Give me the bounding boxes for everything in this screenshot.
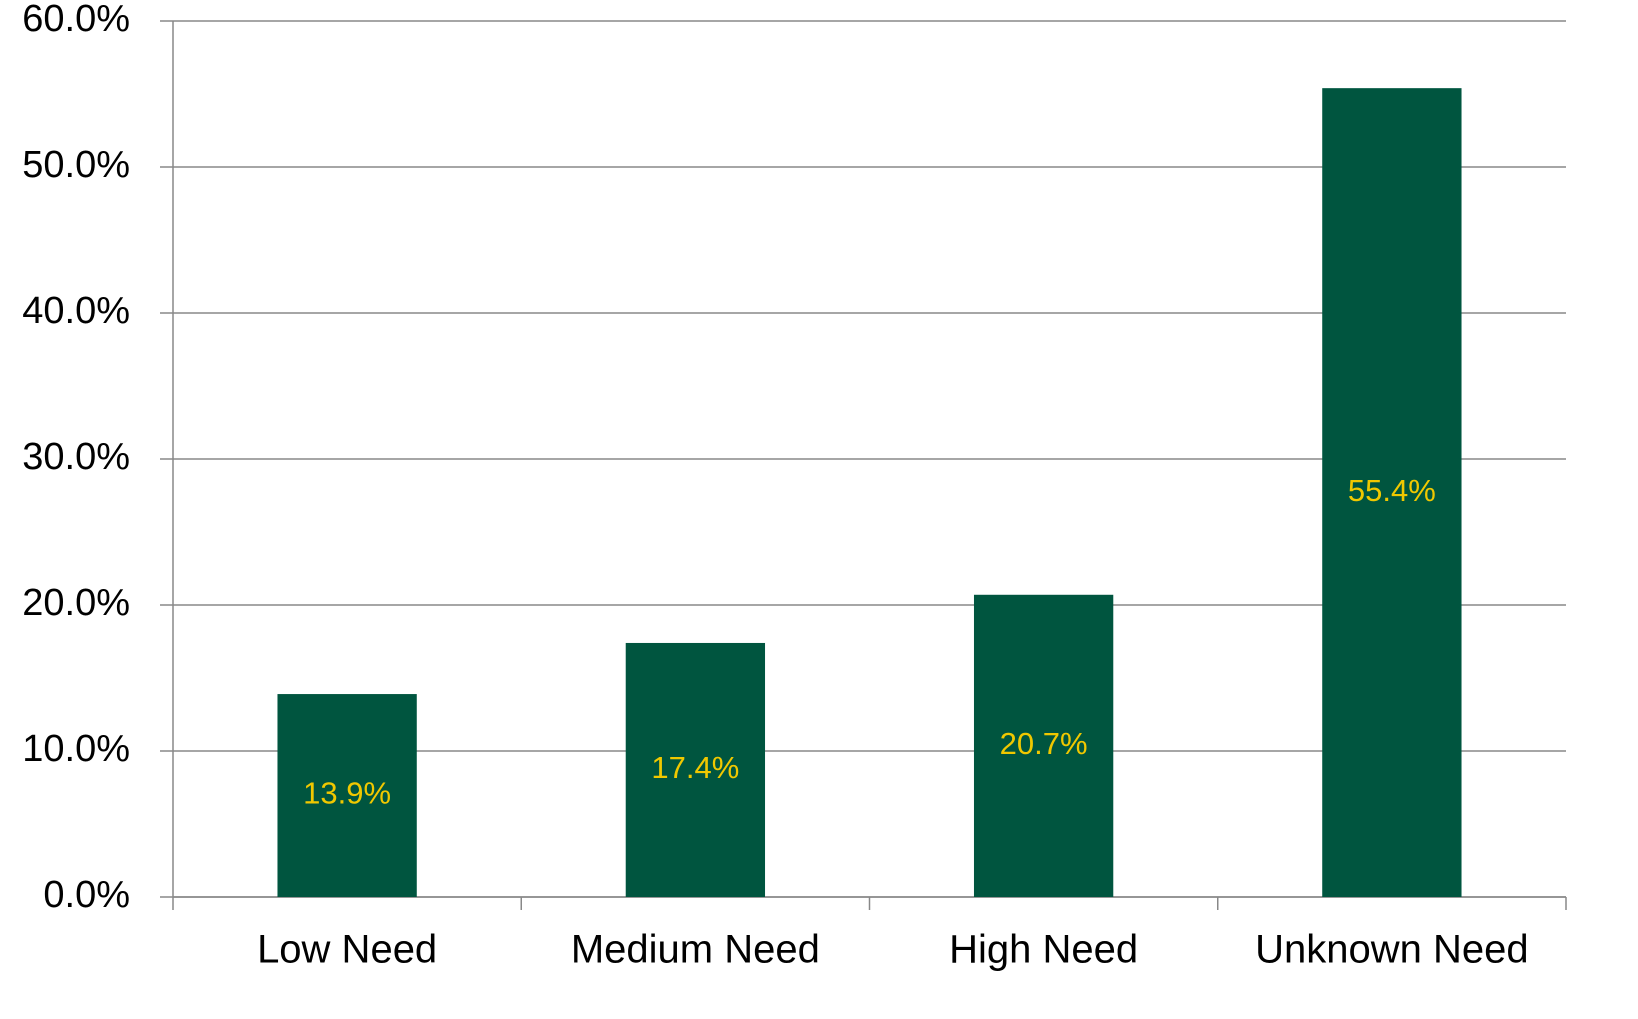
x-tick-label: Medium Need: [571, 928, 820, 972]
x-tick-label: Unknown Need: [1255, 928, 1529, 972]
y-tick-label: 60.0%: [22, 0, 130, 40]
bar: [277, 694, 417, 897]
y-tick-label: 20.0%: [22, 582, 130, 624]
value-label: 55.4%: [1348, 473, 1436, 508]
y-tick-label: 0.0%: [43, 874, 130, 916]
bar: [1322, 88, 1462, 897]
value-label: 20.7%: [1000, 726, 1088, 761]
value-label: 17.4%: [651, 750, 739, 785]
x-tick-label: Low Need: [257, 928, 437, 972]
x-tick-label: High Need: [949, 928, 1138, 972]
bar: [973, 594, 1114, 897]
y-tick-label: 40.0%: [22, 290, 130, 332]
y-tick-label: 30.0%: [22, 436, 130, 478]
y-tick-label: 50.0%: [22, 144, 130, 186]
bar: [625, 642, 766, 897]
value-label: 13.9%: [303, 776, 391, 811]
y-tick-label: 10.0%: [22, 728, 130, 770]
